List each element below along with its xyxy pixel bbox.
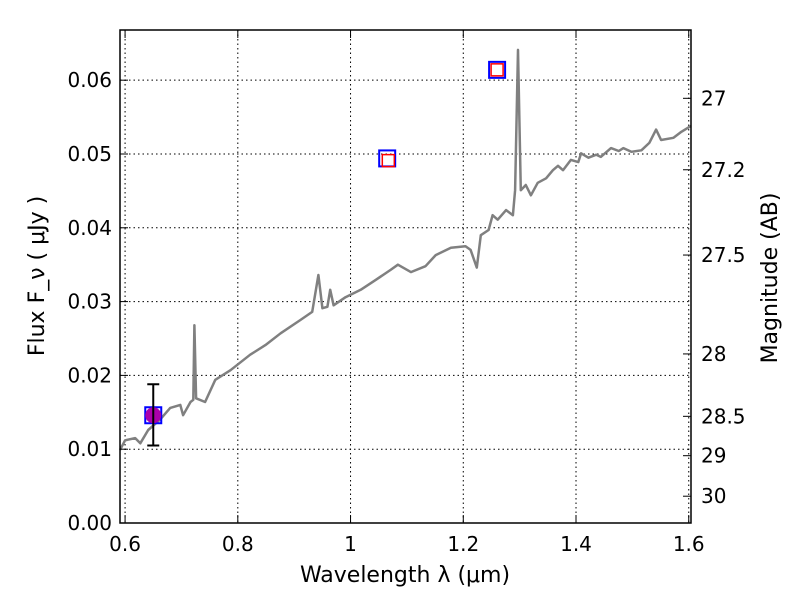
x-tick-label: 0.8: [222, 532, 254, 556]
spectrum-line: [118, 48, 692, 451]
y-axis: 0.00 0.01 0.02 0.03 0.04 0.05 0.06: [67, 68, 128, 535]
x-axis: 0.6 0.8 1 1.2 1.4 1.6: [109, 30, 705, 556]
right-tick-label: 29: [701, 444, 726, 468]
y-tick-label: 0.06: [67, 68, 112, 92]
plot-frame: [119, 29, 692, 524]
x-tick-label: 1: [344, 532, 357, 556]
x-tick-label: 1.2: [447, 532, 479, 556]
grid: [120, 30, 691, 524]
x-tick-label: 1.6: [673, 532, 705, 556]
right-tick-label: 28: [701, 342, 726, 366]
right-axis: 27 27.2 27.5 28 28.5 29 30: [683, 86, 746, 508]
right-tick-label: 27.2: [701, 158, 746, 182]
y-tick-label: 0.02: [67, 363, 112, 387]
x-tick-label: 1.4: [560, 532, 592, 556]
right-axis-label: Magnitude (AB): [758, 193, 783, 364]
y-tick-label: 0.05: [67, 142, 112, 166]
right-tick-label: 28.5: [701, 404, 746, 428]
y-tick-label: 0.00: [67, 511, 112, 535]
x-axis-label: Wavelength λ (μm): [300, 563, 510, 588]
y-tick-label: 0.03: [67, 290, 112, 314]
y-tick-label: 0.04: [67, 216, 112, 240]
right-tick-label: 30: [701, 484, 726, 508]
y-tick-label: 0.01: [67, 437, 112, 461]
right-tick-label: 27.5: [701, 243, 746, 267]
x-tick-label: 0.6: [109, 532, 141, 556]
y-axis-label: Flux F_ν ( μJy ): [25, 196, 50, 356]
plot-area: [118, 48, 692, 451]
synthetic-photometry-blue-square: [488, 60, 507, 79]
synthetic-photometry-red-square: [490, 63, 504, 77]
right-tick-label: 27: [701, 86, 726, 110]
synthetic-photometry-red-square: [381, 153, 396, 168]
